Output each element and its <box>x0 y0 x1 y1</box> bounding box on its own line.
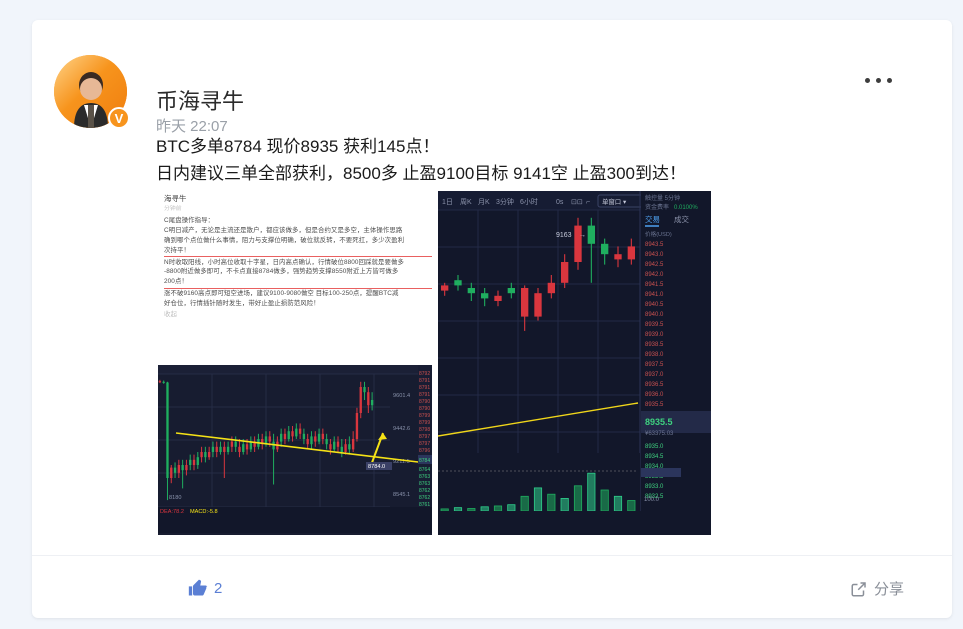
svg-text:8935.5: 8935.5 <box>645 417 673 427</box>
svg-text:8939.0: 8939.0 <box>645 332 664 338</box>
svg-text:9163: 9163 <box>556 232 572 239</box>
svg-text:8797: 8797 <box>419 434 430 440</box>
svg-text:8935.5: 8935.5 <box>645 402 664 408</box>
svg-text:8796: 8796 <box>419 448 430 454</box>
svg-text:8936.0: 8936.0 <box>645 392 664 398</box>
svg-text:价格(USD): 价格(USD) <box>645 230 672 238</box>
svg-text:8762: 8762 <box>419 488 430 494</box>
svg-text:8545.1: 8545.1 <box>393 492 410 498</box>
svg-text:8938.0: 8938.0 <box>645 352 664 358</box>
svg-text:8790: 8790 <box>419 399 430 405</box>
svg-text:100.0: 100.0 <box>644 497 660 503</box>
svg-text:8792: 8792 <box>419 371 430 377</box>
svg-text:0.0100%: 0.0100% <box>674 205 698 211</box>
svg-text:MACD:-5.8: MACD:-5.8 <box>190 509 218 515</box>
svg-text:8180: 8180 <box>169 495 181 501</box>
svg-text:8799: 8799 <box>419 413 430 419</box>
svg-text:8933.0: 8933.0 <box>645 484 664 490</box>
svg-text:8939.5: 8939.5 <box>645 322 664 328</box>
svg-text:8940.5: 8940.5 <box>645 302 664 308</box>
svg-text:8791: 8791 <box>419 392 430 398</box>
svg-text:9601.4: 9601.4 <box>393 393 410 399</box>
svg-text:8943.5: 8943.5 <box>645 242 664 248</box>
svg-text:8762: 8762 <box>419 495 430 501</box>
svg-text:月K: 月K <box>478 198 490 206</box>
svg-text:0s: 0s <box>556 199 564 206</box>
svg-text:8790: 8790 <box>419 406 430 412</box>
svg-text:DEA:78.2: DEA:78.2 <box>160 509 184 515</box>
svg-text:成交: 成交 <box>674 214 689 224</box>
svg-text:8934.5: 8934.5 <box>645 454 664 460</box>
svg-text:8937.5: 8937.5 <box>645 362 664 368</box>
svg-text:周K: 周K <box>460 198 472 206</box>
svg-text:8798: 8798 <box>419 427 430 433</box>
svg-text:3分钟: 3分钟 <box>496 197 514 206</box>
svg-text:资金费率: 资金费率 <box>645 203 669 211</box>
svg-text:8942.5: 8942.5 <box>645 262 664 268</box>
svg-text:8791: 8791 <box>419 378 430 384</box>
svg-text:6小时: 6小时 <box>520 197 538 206</box>
svg-text:8935.0: 8935.0 <box>645 444 664 450</box>
svg-text:8799: 8799 <box>419 420 430 426</box>
svg-text:¥63375.03: ¥63375.03 <box>645 431 674 437</box>
svg-text:⊡⊡: ⊡⊡ <box>571 199 583 206</box>
svg-text:8937.0: 8937.0 <box>645 372 664 378</box>
svg-text:8940.0: 8940.0 <box>645 312 664 318</box>
svg-text:8942.0: 8942.0 <box>645 272 664 278</box>
svg-text:⌐: ⌐ <box>586 199 590 206</box>
svg-text:单窗口 ▾: 单窗口 ▾ <box>602 197 626 206</box>
svg-text:8938.5: 8938.5 <box>645 342 664 348</box>
svg-text:1日: 1日 <box>442 198 453 206</box>
svg-text:8764: 8764 <box>419 467 430 473</box>
svg-text:8763: 8763 <box>419 481 430 487</box>
svg-text:8784.0: 8784.0 <box>368 464 385 470</box>
svg-text:触控量 5分钟: 触控量 5分钟 <box>645 194 680 202</box>
svg-text:8797: 8797 <box>419 441 430 447</box>
svg-text:9442.6: 9442.6 <box>393 426 410 432</box>
svg-text:交易: 交易 <box>645 214 660 224</box>
svg-text:8941.5: 8941.5 <box>645 282 664 288</box>
svg-text:→: → <box>579 232 586 239</box>
svg-text:8784: 8784 <box>419 458 430 464</box>
svg-text:8791: 8791 <box>419 385 430 391</box>
svg-text:8763: 8763 <box>419 474 430 480</box>
svg-text:8941.0: 8941.0 <box>645 292 664 298</box>
svg-text:8936.5: 8936.5 <box>645 382 664 388</box>
svg-text:8943.0: 8943.0 <box>645 252 664 258</box>
